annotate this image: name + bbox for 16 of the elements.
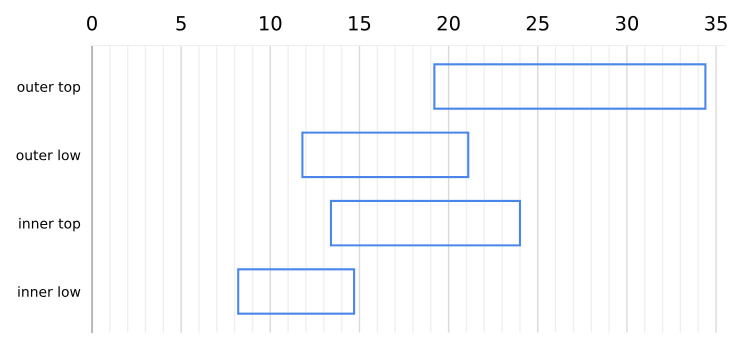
y-tick-label: outer top: [17, 82, 80, 95]
bar: [301, 132, 470, 178]
x-tick-label: 15: [349, 16, 370, 31]
y-tick-label: inner low: [18, 286, 80, 297]
bar: [330, 200, 521, 246]
x-tick-label: 5: [176, 16, 186, 31]
y-tick-label: outer low: [16, 150, 80, 160]
x-tick-label: 20: [438, 16, 460, 31]
bar: [433, 63, 706, 110]
x-tick-label: 30: [616, 16, 638, 31]
x-tick-label: 35: [705, 16, 727, 31]
x-tick-label: 25: [526, 16, 548, 31]
x-tick-label: 10: [260, 16, 282, 31]
y-tick-label: inner top: [19, 218, 80, 232]
x-tick-label: 0: [87, 16, 97, 31]
bar: [237, 268, 356, 315]
